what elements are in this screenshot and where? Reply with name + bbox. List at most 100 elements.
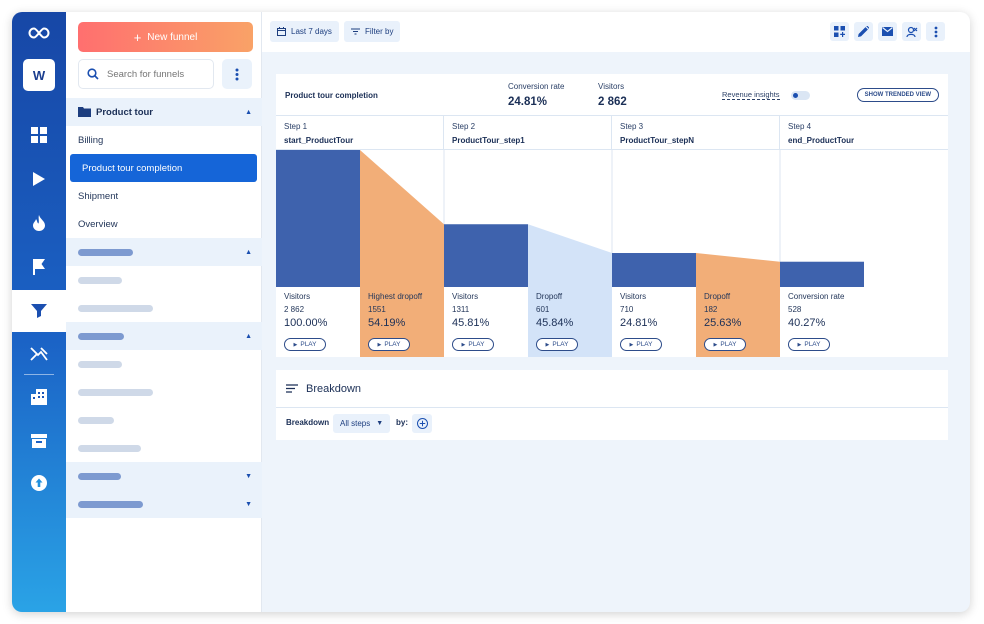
app-window: W + New funnel xyxy=(12,12,970,612)
folder-placeholder[interactable]: ▼ xyxy=(66,490,262,518)
stat-count: 1551 xyxy=(368,305,386,314)
play-button[interactable]: ▶ PLAY xyxy=(452,338,494,351)
dropoff-area[interactable] xyxy=(360,150,444,287)
play-triangle-icon: ▶ xyxy=(629,341,634,348)
folder-icon xyxy=(78,107,91,117)
mail-icon[interactable] xyxy=(878,22,897,41)
play-button[interactable]: ▶ PLAY xyxy=(788,338,830,351)
step-name: ProductTour_stepN xyxy=(620,136,695,145)
step-header: Step 1 start_ProductTour xyxy=(276,116,444,150)
show-trended-view-button[interactable]: SHOW TRENDED VIEW xyxy=(856,88,939,102)
infinity-logo-icon[interactable] xyxy=(12,14,66,52)
stat-percent: 54.19% xyxy=(368,317,406,329)
kebab-icon xyxy=(235,68,239,80)
conversion-rate-value: 24.81% xyxy=(508,96,548,108)
flag-icon[interactable] xyxy=(12,248,66,286)
play-button[interactable]: ▶ PLAY xyxy=(368,338,410,351)
stat-percent: 45.84% xyxy=(536,317,574,329)
chevron-up-icon[interactable]: ▲ xyxy=(245,248,252,256)
visitors-stat: Visitors 2 862 100.00% ▶ PLAY xyxy=(276,287,360,357)
sidebar-item-product-tour-completion[interactable]: Product tour completion xyxy=(70,154,257,182)
stat-label: Dropoff xyxy=(536,292,563,301)
stat-label: Highest dropoff xyxy=(368,292,423,301)
play-label: PLAY xyxy=(636,341,653,348)
edit-icon[interactable] xyxy=(854,22,873,41)
play-icon[interactable] xyxy=(12,160,66,198)
list-lines-icon xyxy=(286,384,298,393)
list-item-placeholder xyxy=(66,294,262,322)
stat-label: Conversion rate xyxy=(788,292,845,301)
stat-label: Visitors xyxy=(284,292,311,301)
funnel-card: Product tour completion Conversion rate … xyxy=(276,74,948,357)
trended-view-label: SHOW TRENDED VIEW xyxy=(864,92,931,98)
search-input[interactable] xyxy=(107,68,207,80)
analytics-icon[interactable] xyxy=(12,335,66,373)
archive-icon[interactable] xyxy=(12,422,66,460)
funnel-icon[interactable] xyxy=(12,290,66,332)
stat-percent: 45.81% xyxy=(452,317,490,329)
funnel-sidebar: + New funnel Product tour ▲ Billing Prod… xyxy=(66,12,262,612)
stat-label: Visitors xyxy=(452,292,479,301)
date-range-label: Last 7 days xyxy=(291,27,332,36)
workspace-avatar[interactable]: W xyxy=(23,59,55,91)
chevron-up-icon[interactable]: ▲ xyxy=(245,332,252,340)
building-icon[interactable] xyxy=(12,378,66,416)
date-range-button[interactable]: Last 7 days xyxy=(270,21,339,42)
plus-icon: + xyxy=(133,29,142,45)
more-options-icon[interactable] xyxy=(926,22,945,41)
play-button[interactable]: ▶ PLAY xyxy=(620,338,662,351)
list-item-placeholder xyxy=(66,378,262,406)
chevron-down-icon[interactable]: ▼ xyxy=(245,500,252,508)
add-breakdown-button[interactable] xyxy=(412,414,432,433)
play-button[interactable]: ▶ PLAY xyxy=(536,338,578,351)
sidebar-item-label: Overview xyxy=(78,218,118,230)
add-widget-icon[interactable] xyxy=(830,22,849,41)
dropoff-stat: Highest dropoff 1551 54.19% ▶ PLAY xyxy=(360,287,444,357)
play-label: PLAY xyxy=(300,341,317,348)
breakdown-title: Breakdown xyxy=(306,382,362,395)
fire-icon[interactable] xyxy=(12,204,66,242)
dropoff-area[interactable] xyxy=(528,224,612,287)
play-button[interactable]: ▶ PLAY xyxy=(704,338,746,351)
stat-count: 2 862 xyxy=(284,305,305,314)
play-label: PLAY xyxy=(720,341,737,348)
sidebar-item-billing[interactable]: Billing xyxy=(66,126,262,154)
step-label: Step 3 xyxy=(620,122,644,131)
stat-count: 601 xyxy=(536,305,550,314)
step-visitors-bar[interactable] xyxy=(780,261,864,287)
folder-placeholder[interactable]: ▼ xyxy=(66,462,262,490)
folder-placeholder[interactable]: ▲ xyxy=(66,322,262,350)
user-share-icon[interactable] xyxy=(902,22,921,41)
breakdown-step-select[interactable]: All steps ▼ xyxy=(333,414,391,433)
step-visitors-bar[interactable] xyxy=(276,150,360,287)
filter-icon xyxy=(351,28,360,35)
plus-circle-icon xyxy=(416,418,428,429)
step-name: start_ProductTour xyxy=(284,136,354,145)
dropoff-area[interactable] xyxy=(696,253,780,287)
list-item-placeholder xyxy=(66,266,262,294)
sidebar-item-label: Shipment xyxy=(78,190,119,202)
breakdown-header: Breakdown xyxy=(276,370,948,408)
chevron-up-icon[interactable]: ▲ xyxy=(245,108,252,116)
folder-product-tour[interactable]: Product tour ▲ xyxy=(66,98,262,126)
breakdown-by-label: by: xyxy=(396,418,408,427)
visitors-label: Visitors xyxy=(598,82,625,91)
sidebar-item-shipment[interactable]: Shipment xyxy=(66,182,262,210)
sidebar-item-overview[interactable]: Overview xyxy=(66,210,262,238)
upload-icon[interactable] xyxy=(12,464,66,502)
chevron-down-icon[interactable]: ▼ xyxy=(245,472,252,480)
stat-percent: 24.81% xyxy=(620,317,658,329)
step-visitors-bar[interactable] xyxy=(444,224,528,287)
play-button[interactable]: ▶ PLAY xyxy=(284,338,326,351)
step-name: ProductTour_step1 xyxy=(452,136,525,145)
dashboard-icon[interactable] xyxy=(12,116,66,154)
folder-placeholder[interactable]: ▲ xyxy=(66,238,262,266)
revenue-insights-toggle[interactable] xyxy=(791,91,810,100)
list-item-placeholder xyxy=(66,434,262,462)
sidebar-menu-button[interactable] xyxy=(222,59,252,89)
new-funnel-button[interactable]: + New funnel xyxy=(78,22,253,52)
step-visitors-bar[interactable] xyxy=(612,253,696,287)
play-triangle-icon: ▶ xyxy=(293,341,298,348)
visitors-stat: Conversion rate 528 40.27% ▶ PLAY xyxy=(780,287,948,357)
filter-button[interactable]: Filter by xyxy=(344,21,401,42)
